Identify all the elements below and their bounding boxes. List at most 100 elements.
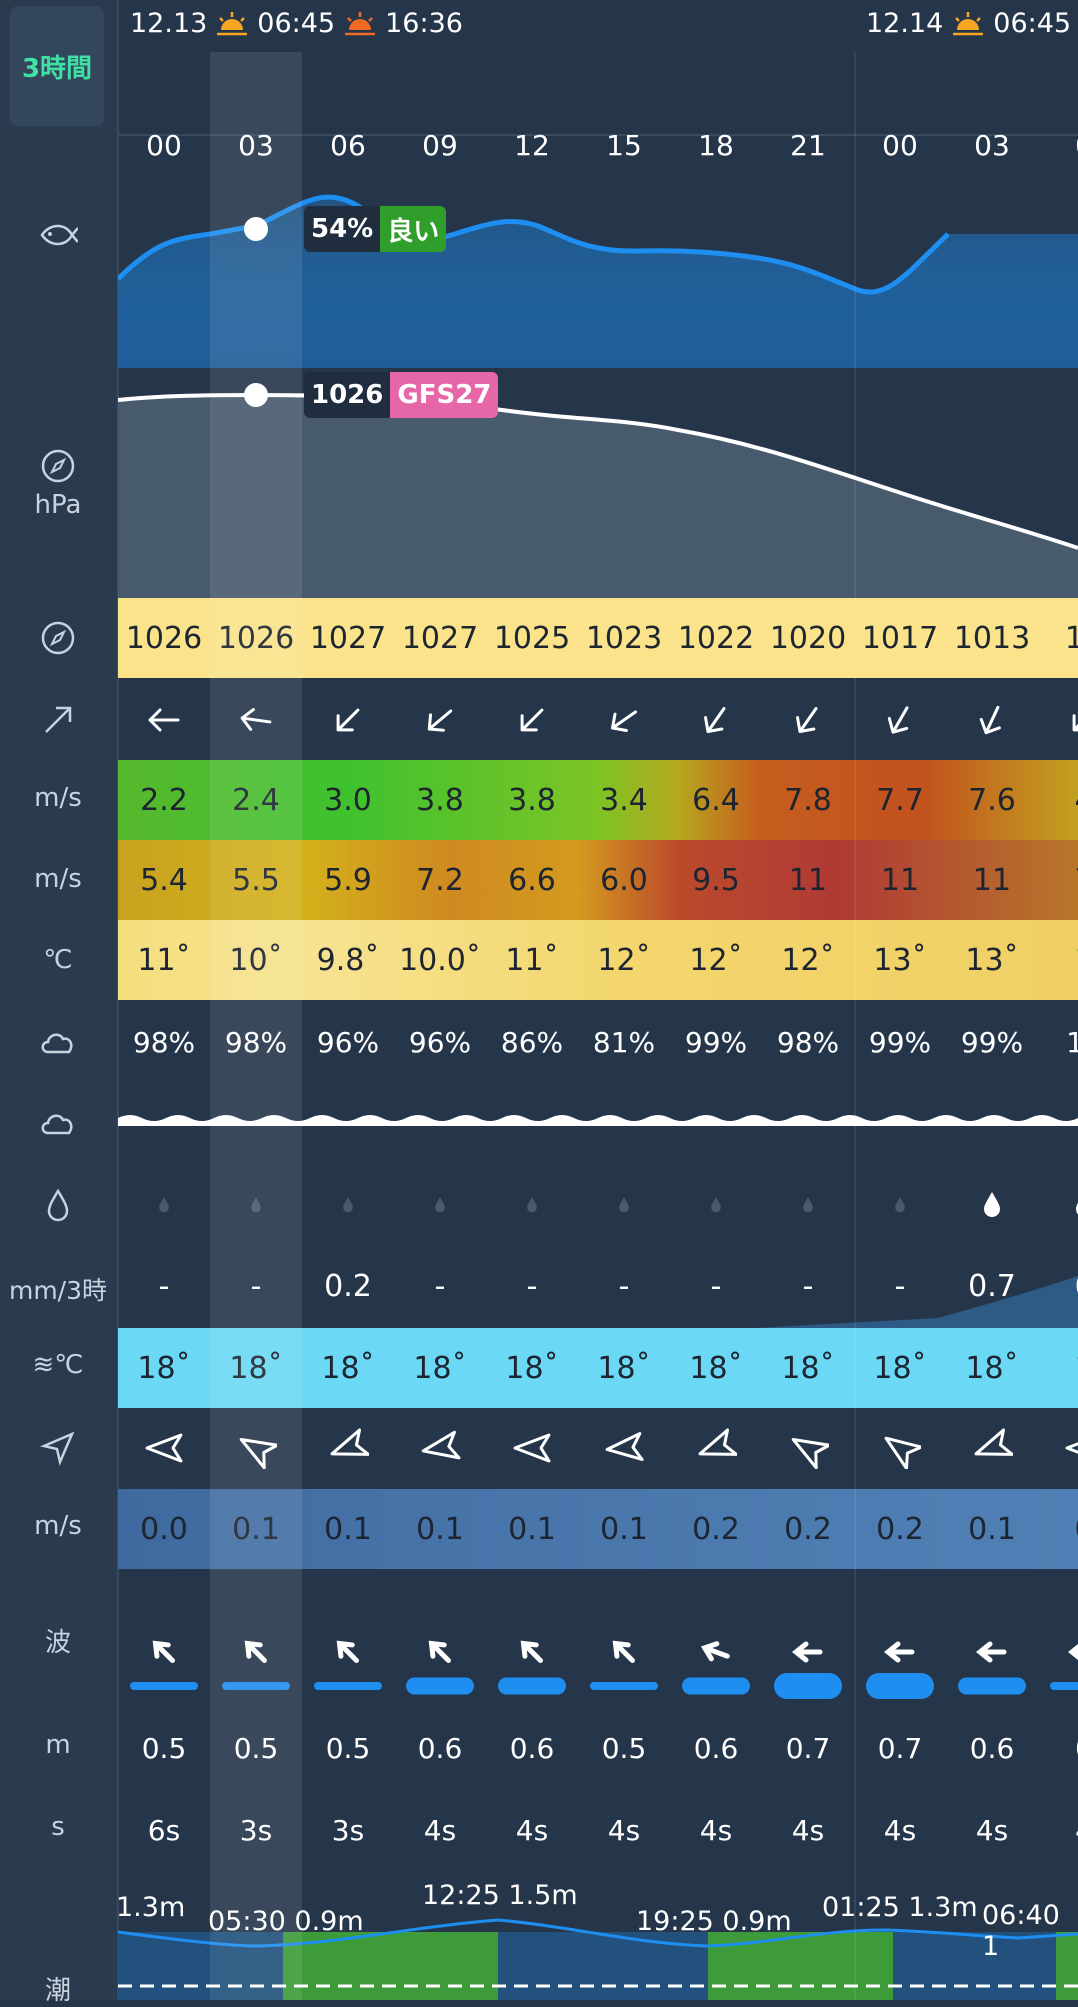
wave-height-row: 0.5 0.5 0.5 0.6 0.6 0.5 0.6 0.7 0.7 0.6 …: [118, 1708, 1078, 1788]
wave-icon: [314, 1640, 382, 1690]
day-date: 12.14: [866, 8, 944, 39]
wind-arrow-icon: [240, 708, 272, 731]
forecast-grid[interactable]: 12.13 06:45 16:36 12.14 06:45 00 03 0: [118, 0, 1078, 2000]
wind-direction-icon: [45, 706, 72, 733]
gust-value: 7.2: [416, 862, 464, 898]
rain-value: -: [618, 1268, 630, 1304]
cloud-value: 96%: [316, 1025, 380, 1059]
wave-period-value: 4s: [515, 1813, 549, 1847]
hour-cell[interactable]: 0: [1038, 104, 1078, 186]
current-arrow-icon: [145, 1433, 183, 1463]
hour-cell[interactable]: 00: [146, 128, 182, 162]
sea-temp-value: 18˚: [137, 1350, 191, 1386]
current-arrow-icon: [698, 1428, 737, 1456]
cloud-value: 98%: [776, 1025, 840, 1059]
fishing-index-marker[interactable]: [244, 217, 268, 241]
wave-height-value: 0.7: [877, 1731, 923, 1765]
sea-temp-value: 18˚: [965, 1350, 1019, 1386]
tide-label-value: 05:30 0.9m: [208, 1906, 364, 1937]
wind-arrow-icon: [887, 706, 909, 734]
current-arrow-icon: [974, 1428, 1013, 1456]
hour-cell[interactable]: 21: [790, 128, 826, 162]
hour-cell[interactable]: 00: [882, 128, 918, 162]
current-speed-value: 0.1: [508, 1511, 556, 1547]
wind-speed-value: 7.8: [784, 782, 832, 818]
rain-value: -: [526, 1268, 538, 1304]
current-speed-value: 0.1: [324, 1511, 372, 1547]
wave-period-unit-label: s: [51, 1812, 65, 1842]
hour-cell[interactable]: 15: [606, 128, 642, 162]
temperature-value: 12˚: [689, 942, 743, 978]
wave-icon: [590, 1640, 658, 1690]
gust-value: 5.9: [324, 862, 372, 898]
pressure-marker[interactable]: [244, 383, 268, 407]
sea-temp-value: 18˚: [229, 1350, 283, 1386]
wave-height-value: 0: [1038, 1708, 1078, 1788]
wind-arrow-icon: [611, 710, 637, 732]
rain-value: 0.2: [324, 1268, 372, 1304]
raindrop-icon: [711, 1197, 721, 1213]
wave-icon: [130, 1640, 198, 1690]
hour-cell[interactable]: 03: [238, 128, 274, 162]
current-arrow-icon: [605, 1432, 644, 1461]
raindrop-icon: [895, 1197, 905, 1213]
cloud-value: 98%: [132, 1025, 196, 1059]
pressure-chart: [118, 383, 1078, 598]
hour-cell[interactable]: 09: [422, 128, 458, 162]
sea-temp-value: 1: [1038, 1328, 1078, 1408]
current-speed-value: 0.0: [140, 1511, 188, 1547]
wind-speed-value: 6.4: [692, 782, 740, 818]
cloud-value: 99%: [684, 1025, 748, 1059]
hour-cell[interactable]: 03: [974, 128, 1010, 162]
rain-probability-row: [118, 1165, 1078, 1245]
rain-amount-row: - - 0.2 - - - - - - 0.7 6: [118, 1246, 1078, 1326]
temperature-value: 1: [1038, 920, 1078, 1000]
wave-height-unit-label: m: [45, 1730, 71, 1760]
current-speed-value: 0: [1038, 1489, 1078, 1569]
hour-cell[interactable]: 12: [514, 128, 550, 162]
wave-period-value: 4s: [699, 1813, 733, 1847]
sea-temp-value: 18˚: [873, 1350, 927, 1386]
wave-height-value: 0.5: [233, 1731, 279, 1765]
cloud-value: 96%: [408, 1025, 472, 1059]
raindrop-icon: [343, 1197, 353, 1213]
raindrop-icon: [527, 1197, 537, 1213]
temperature-value: 12˚: [781, 942, 835, 978]
wave-height-value: 0.6: [509, 1731, 555, 1765]
pressure-value: 10: [1064, 620, 1078, 656]
gust-value: 9.5: [692, 862, 740, 898]
hour-cell[interactable]: 06: [330, 128, 366, 162]
tide-label-value: 1.3m: [118, 1892, 186, 1923]
sunrise-time: 06:45: [993, 8, 1072, 39]
current-speed-value: 0.1: [416, 1511, 464, 1547]
compass-icon: [41, 621, 75, 655]
wave-height-value: 0.6: [969, 1731, 1015, 1765]
temperature-value: 13˚: [873, 942, 927, 978]
hour-header-row: 00 03 06 09 12 15 18 21 00 03 0: [118, 52, 1078, 162]
temperature-value: 10.0˚: [399, 942, 481, 978]
temperature-value: 11˚: [505, 942, 559, 978]
pressure-value: 1025: [493, 620, 571, 656]
tide-label-value: 12:25 1.5m: [422, 1880, 578, 1911]
wind-arrow-icon: [979, 705, 1001, 735]
pressure-value: 1022: [677, 620, 755, 656]
wind-arrow-icon: [520, 708, 544, 732]
interval-toggle-button[interactable]: 3時間: [10, 6, 104, 126]
sunset-icon: [345, 11, 376, 35]
selected-column-highlight[interactable]: [210, 52, 302, 2000]
raindrop-icon: [803, 1197, 813, 1213]
cloud-value: 99%: [960, 1025, 1024, 1059]
wave-height-value: 0.6: [693, 1731, 739, 1765]
cloud-value: 10: [1066, 1025, 1078, 1059]
hour-cell[interactable]: 18: [698, 128, 734, 162]
cloud-icon: [41, 1114, 73, 1135]
current-speed-value: 0.1: [968, 1511, 1016, 1547]
tide-label-value: 06:40 1: [982, 1900, 1060, 1962]
pressure-model-badge: GFS27: [390, 372, 499, 418]
current-arrow-icon: [421, 1430, 461, 1460]
temperature-value: 12˚: [597, 942, 651, 978]
cloud-layer-strip: [118, 1115, 1078, 1126]
temperature-value: 13˚: [965, 942, 1019, 978]
gust-value: 11: [788, 862, 828, 898]
wave-icon: [866, 1641, 934, 1699]
